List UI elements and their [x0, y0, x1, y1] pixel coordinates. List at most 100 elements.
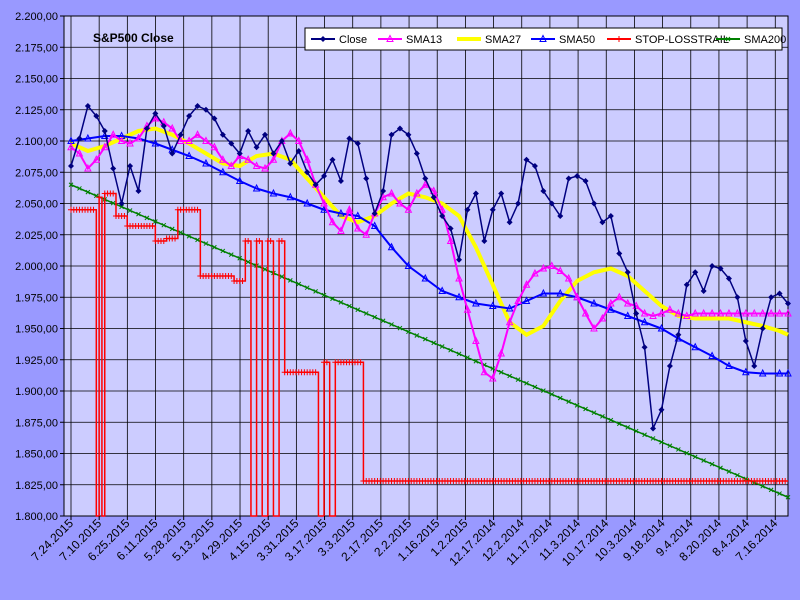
data-point — [211, 115, 218, 122]
data-point — [202, 136, 210, 144]
data-point — [782, 478, 789, 484]
data-point — [286, 128, 295, 137]
data-point — [541, 388, 546, 393]
data-point — [718, 465, 723, 471]
data-point — [338, 300, 344, 305]
data-point — [337, 208, 345, 217]
data-point — [357, 359, 364, 366]
data-point — [650, 436, 656, 441]
data-point — [760, 483, 766, 489]
data-point — [363, 175, 370, 182]
data-point — [581, 308, 590, 317]
data-point — [505, 303, 514, 312]
data-point — [623, 311, 632, 319]
data-point — [777, 491, 782, 496]
legend-entry: SMA13 — [378, 34, 442, 46]
data-point — [725, 361, 733, 369]
data-point — [616, 421, 622, 427]
data-point — [203, 241, 209, 246]
data-point — [447, 225, 454, 232]
data-point — [691, 308, 700, 317]
data-point — [692, 454, 698, 460]
data-point — [267, 238, 274, 244]
data-point — [127, 208, 133, 213]
data-point — [573, 292, 581, 301]
data-point — [244, 155, 252, 163]
legend-label: SMA200 — [744, 34, 786, 46]
data-point — [396, 125, 403, 132]
data-point — [219, 167, 227, 176]
data-point — [345, 205, 354, 213]
y-tick-label: 1.900,00 — [15, 386, 58, 398]
data-point — [405, 131, 412, 138]
legend: Close SMA13 SMA27 SMA50 STOP-LOSSTRAIL SMA200 — [304, 27, 786, 51]
legend-entry: SMA50 — [531, 34, 595, 46]
data-point — [237, 255, 243, 261]
y-tick-label: 1.800,00 — [15, 511, 58, 523]
data-point — [121, 213, 128, 219]
data-point — [657, 323, 666, 332]
data-point — [406, 329, 411, 335]
data-point — [439, 213, 446, 219]
data-point — [709, 263, 716, 269]
data-point — [337, 178, 344, 184]
data-point — [489, 206, 496, 213]
data-point — [386, 34, 394, 42]
data-point — [84, 163, 92, 172]
data-point — [456, 351, 462, 357]
data-point — [75, 148, 84, 157]
data-point — [168, 123, 177, 132]
data-point — [413, 150, 420, 157]
data-point — [785, 300, 791, 307]
series-line — [70, 184, 789, 498]
data-point — [397, 325, 403, 331]
data-point — [659, 439, 664, 445]
data-point — [716, 308, 725, 317]
x-axis-ticks: 7.24.20157.10.20156.25.20156.11.20155.28… — [28, 516, 780, 569]
data-point — [228, 140, 235, 147]
data-point — [666, 363, 673, 369]
data-point — [363, 311, 369, 316]
data-point — [523, 156, 530, 163]
chart-title: S&P500 Close — [93, 31, 174, 45]
data-point — [422, 336, 428, 342]
data-point — [85, 189, 91, 195]
data-point — [549, 391, 555, 397]
y-tick-label: 2.075,00 — [15, 167, 58, 179]
data-point — [733, 308, 742, 317]
data-point — [321, 173, 328, 179]
series-sma27 — [70, 126, 789, 338]
data-point — [565, 175, 572, 182]
data-point — [68, 163, 74, 169]
data-point — [692, 269, 699, 276]
data-point — [616, 250, 623, 257]
data-point — [68, 182, 74, 188]
data-point — [262, 131, 269, 138]
data-point — [422, 175, 429, 182]
data-point — [557, 213, 564, 219]
data-point — [261, 163, 269, 172]
data-point — [438, 205, 446, 213]
data-point — [100, 142, 109, 151]
data-point — [235, 151, 244, 159]
legend-label: Close — [339, 34, 367, 46]
data-point — [304, 285, 310, 291]
data-point — [531, 163, 538, 169]
data-point — [675, 331, 682, 338]
data-point — [683, 281, 690, 288]
data-point — [548, 200, 555, 207]
y-tick-label: 1.950,00 — [15, 324, 58, 336]
data-point — [370, 221, 379, 229]
data-point — [84, 103, 91, 109]
data-point — [286, 192, 295, 201]
data-point — [650, 425, 657, 432]
legend-entry: SMA27 — [457, 34, 521, 46]
data-point — [371, 210, 378, 217]
y-tick-label: 2.050,00 — [15, 199, 58, 211]
data-point — [328, 217, 337, 226]
data-point — [564, 273, 573, 282]
y-tick-label: 2.175,00 — [15, 42, 58, 54]
data-point — [151, 113, 160, 122]
data-point — [674, 308, 683, 317]
data-point — [649, 311, 657, 319]
